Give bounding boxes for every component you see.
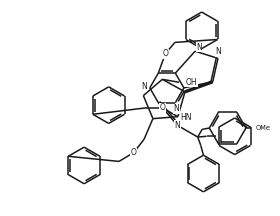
Text: N: N (141, 82, 147, 91)
Text: N: N (196, 43, 202, 52)
Text: O: O (162, 49, 168, 58)
Text: OH: OH (186, 78, 197, 87)
Text: OMe: OMe (255, 125, 270, 131)
Text: O: O (131, 148, 137, 157)
Text: N: N (215, 47, 221, 56)
Text: O: O (160, 103, 165, 112)
Text: N: N (174, 104, 179, 113)
Text: HN: HN (180, 113, 192, 122)
Text: N: N (174, 121, 180, 130)
